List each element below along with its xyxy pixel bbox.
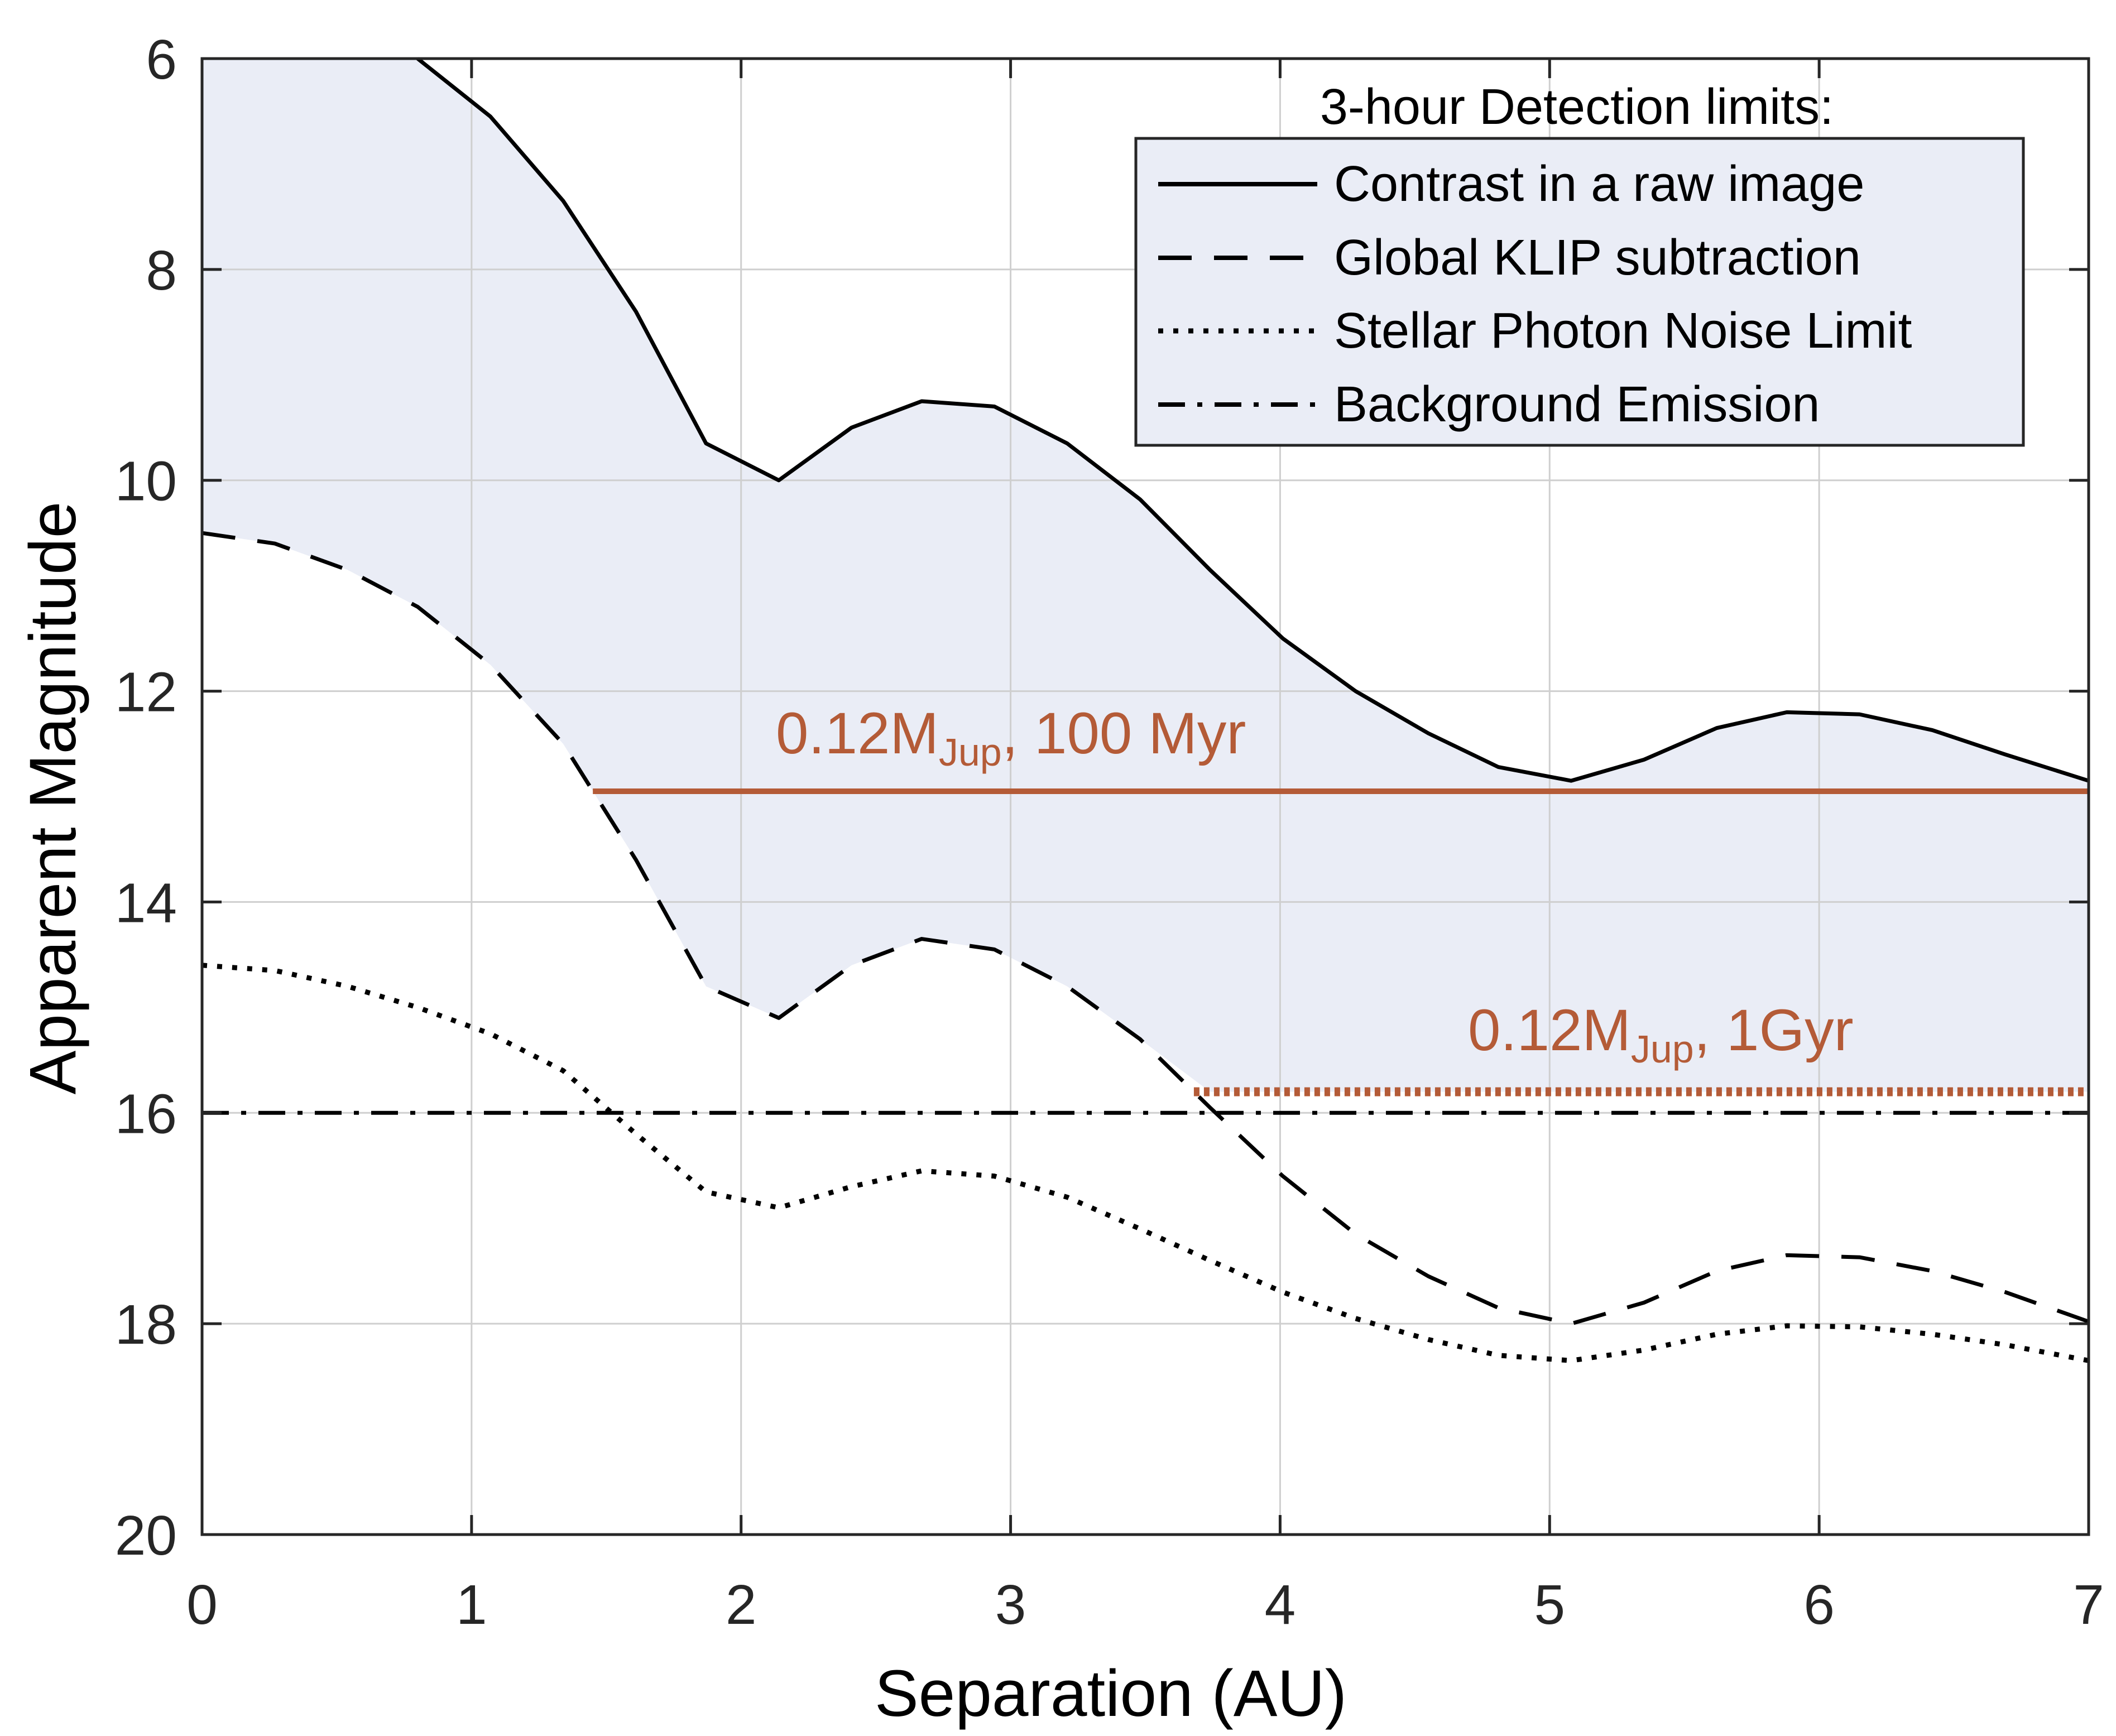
- ref-label-100myr-suffix: , 100 Myr: [1002, 701, 1246, 766]
- x-tick-label: 2: [726, 1574, 757, 1636]
- x-tick-label: 5: [1534, 1574, 1565, 1636]
- legend-label-background: Background Emission: [1334, 377, 1820, 432]
- y-tick-label: 18: [115, 1293, 177, 1356]
- ticks: [200, 57, 2090, 1536]
- ref-label-1gyr-main: 0.12M: [1468, 998, 1631, 1063]
- y-tick-label: 14: [115, 872, 177, 934]
- ref-label-100myr: 0.12MJup, 100 Myr: [776, 701, 1246, 774]
- ref-label-1gyr: 0.12MJup, 1Gyr: [1468, 998, 1854, 1071]
- x-tick-label: 1: [456, 1574, 487, 1636]
- legend-label-raw: Contrast in a raw image: [1334, 156, 1864, 212]
- x-tick-label: 4: [1265, 1574, 1296, 1636]
- ref-label-100myr-main: 0.12M: [776, 701, 939, 766]
- x-tick-labels: 0 1 2 3 4 5 6 7: [186, 1574, 2104, 1636]
- x-axis-label: Separation (AU): [875, 1657, 1347, 1730]
- x-tick-label: 6: [1803, 1574, 1835, 1636]
- reference-lines: [593, 788, 2089, 1097]
- y-tick-label: 12: [115, 661, 177, 724]
- y-axis-label: Apparent Magnitude: [16, 502, 90, 1095]
- x-tick-label: 3: [995, 1574, 1026, 1636]
- ref-label-100myr-sub: Jup: [939, 730, 1002, 774]
- ref-label-1gyr-sub: Jup: [1631, 1027, 1694, 1071]
- series-global-klip-subtraction: [201, 531, 2090, 1326]
- x-tick-label: 7: [2073, 1574, 2104, 1636]
- y-tick-label: 10: [115, 450, 177, 513]
- y-tick-labels: 6 8 10 12 14 16 18 20: [115, 28, 177, 1567]
- plot-frame: [200, 57, 2090, 1536]
- legend-label-photon: Stellar Photon Noise Limit: [1334, 303, 1912, 359]
- legend-label-klip: Global KLIP subtraction: [1334, 230, 1861, 286]
- legend-title: 3-hour Detection limits:: [1320, 79, 1834, 135]
- shaded-region: [202, 59, 2089, 1092]
- x-tick-label: 0: [186, 1574, 218, 1636]
- ref-label-1gyr-suffix: , 1Gyr: [1694, 998, 1854, 1063]
- y-tick-label: 6: [146, 28, 177, 91]
- series-group: [201, 57, 2090, 1363]
- series-contrast-in-a-raw-image: [416, 57, 2090, 783]
- legend-box: [1134, 137, 2025, 447]
- y-tick-label: 20: [115, 1504, 177, 1567]
- legend: 3-hour Detection limits: Contrast in a r…: [1134, 79, 2025, 447]
- y-tick-label: 16: [115, 1083, 177, 1145]
- y-tick-label: 8: [146, 239, 177, 302]
